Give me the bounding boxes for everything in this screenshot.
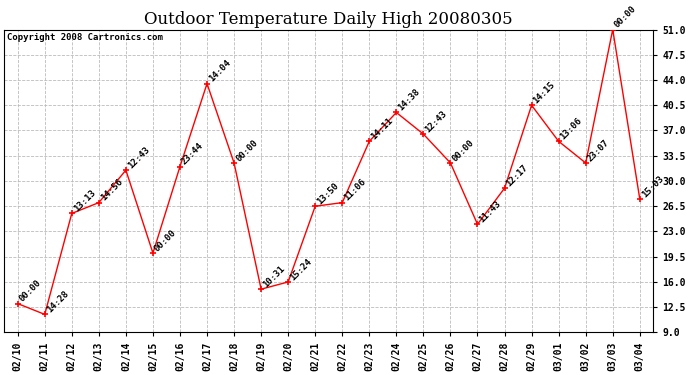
Text: 10:31: 10:31 [261, 264, 286, 289]
Title: Outdoor Temperature Daily High 20080305: Outdoor Temperature Daily High 20080305 [144, 11, 513, 28]
Text: Copyright 2008 Cartronics.com: Copyright 2008 Cartronics.com [8, 33, 164, 42]
Text: 00:00: 00:00 [613, 4, 638, 30]
Text: 13:13: 13:13 [72, 188, 97, 213]
Text: 12:17: 12:17 [504, 163, 530, 188]
Text: 15:24: 15:24 [288, 256, 313, 282]
Text: 13:50: 13:50 [315, 181, 341, 206]
Text: 14:56: 14:56 [99, 177, 124, 203]
Text: 12:43: 12:43 [424, 109, 448, 134]
Text: 14:28: 14:28 [45, 289, 70, 314]
Text: 23:07: 23:07 [586, 138, 611, 163]
Text: 14:11: 14:11 [369, 116, 395, 141]
Text: 00:00: 00:00 [153, 228, 178, 253]
Text: 00:00: 00:00 [18, 278, 43, 304]
Text: 23:44: 23:44 [180, 141, 206, 166]
Text: 14:04: 14:04 [207, 58, 233, 84]
Text: 15:03: 15:03 [640, 174, 665, 199]
Text: 00:00: 00:00 [451, 138, 476, 163]
Text: 11:43: 11:43 [477, 199, 503, 224]
Text: 14:38: 14:38 [396, 87, 422, 112]
Text: 14:15: 14:15 [531, 80, 557, 105]
Text: 13:06: 13:06 [559, 116, 584, 141]
Text: 11:06: 11:06 [342, 177, 368, 203]
Text: 00:00: 00:00 [234, 138, 259, 163]
Text: 12:43: 12:43 [126, 145, 151, 170]
